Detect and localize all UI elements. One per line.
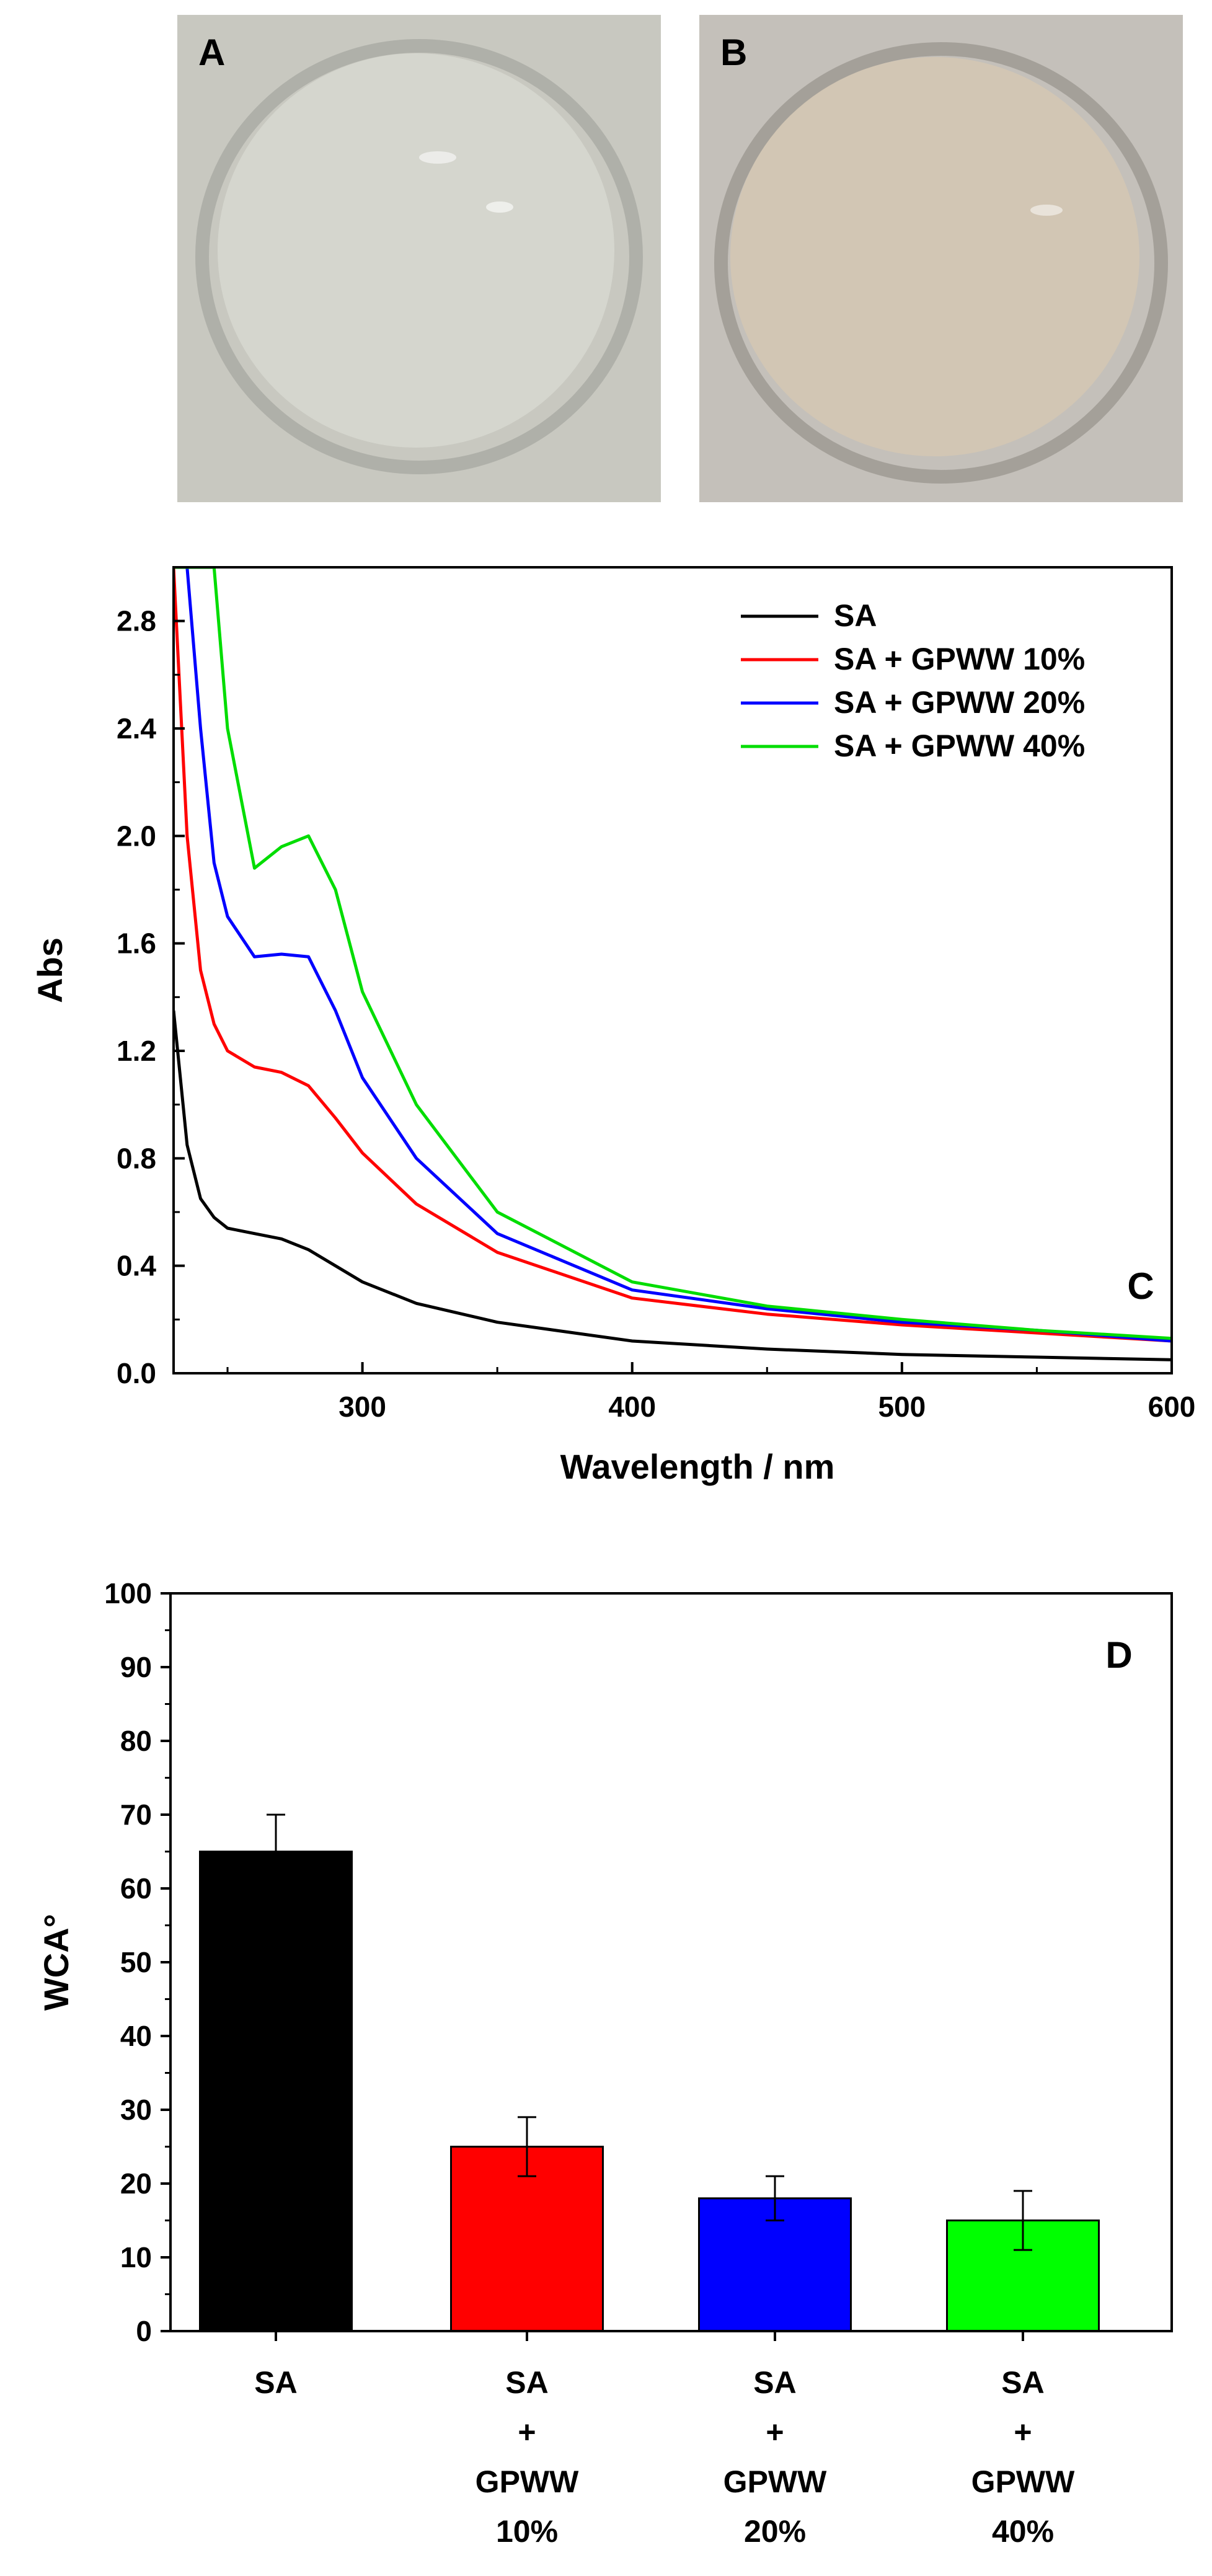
- film-sample: [218, 53, 614, 448]
- y-tick-label: 1.6: [117, 927, 156, 960]
- bar-0: [199, 1851, 353, 2332]
- x-axis-title: Wavelength / nm: [560, 1447, 835, 1486]
- photo-label: A: [198, 32, 226, 73]
- y-tick-label: 100: [104, 1577, 152, 1609]
- y-tick-label: 40: [120, 2020, 152, 2052]
- category-label-line: +: [518, 2415, 536, 2450]
- panel-label-d: D: [1105, 1634, 1132, 1676]
- light-reflection: [486, 201, 513, 213]
- y-tick-label: 10: [120, 2241, 152, 2273]
- y-tick-label: 0.4: [117, 1250, 156, 1282]
- x-tick-label: 500: [878, 1391, 926, 1423]
- series-line-2: [174, 567, 1172, 1343]
- category-label-line: SA: [254, 2365, 297, 2400]
- category-label-line: 10%: [496, 2514, 558, 2549]
- y-tick-label: 0: [136, 2315, 152, 2347]
- petri-dish-rim: [714, 42, 1168, 484]
- plot-frame: [172, 566, 1173, 1374]
- series-line-0: [174, 1010, 1172, 1361]
- panel-label-c: C: [1127, 1265, 1154, 1307]
- uv-vis-chart: 0.0 0.4 0.8 1.2 1.6 2.0 2.4 2.8 300 400 500 600 Wave…: [30, 566, 1196, 1486]
- y-tick-label: 30: [120, 2094, 152, 2126]
- petri-dish-rim: [195, 39, 643, 474]
- x-tick-label: 400: [608, 1391, 656, 1423]
- legend-label-3: SA + GPWW 40%: [834, 728, 1085, 763]
- legend-label-0: SA: [834, 598, 877, 633]
- y-tick-label: 1.2: [117, 1035, 156, 1067]
- y-tick-label: 60: [120, 1872, 152, 1905]
- y-tick-label: 2.0: [117, 820, 156, 852]
- y-tick-label: 20: [120, 2167, 152, 2200]
- category-label-line: GPWW: [476, 2464, 579, 2499]
- film-sample: [730, 57, 1139, 456]
- legend-label-1: SA + GPWW 10%: [834, 642, 1085, 676]
- y-tick-label: 80: [120, 1725, 152, 1757]
- category-label-line: +: [1014, 2415, 1032, 2450]
- category-label-line: +: [766, 2415, 784, 2450]
- legend-label-2: SA + GPWW 20%: [834, 685, 1085, 720]
- wca-bar-chart: 0 10 20 30 40 50 60 70 80 90 100 SA SA + GPWW 10% SA + GPW…: [37, 1577, 1173, 2549]
- y-axis-title: Abs: [30, 937, 69, 1003]
- y-tick-label: 0.0: [117, 1357, 156, 1389]
- category-label-line: SA: [1001, 2365, 1044, 2400]
- series-line-1: [174, 567, 1172, 1343]
- photo-panel-a: A: [177, 15, 661, 502]
- category-label-line: SA: [505, 2365, 548, 2400]
- y-tick-label: 0.8: [117, 1142, 156, 1174]
- light-reflection: [419, 151, 456, 164]
- y-tick-label: 2.4: [117, 712, 156, 745]
- y-tick-label: 90: [120, 1651, 152, 1683]
- y-tick-label: 50: [120, 1946, 152, 1978]
- category-label-line: 20%: [744, 2514, 806, 2549]
- y-tick-label: 70: [120, 1799, 152, 1831]
- category-label-line: 40%: [992, 2514, 1054, 2549]
- x-tick-label: 300: [338, 1391, 386, 1423]
- photo-panel-b: B: [699, 15, 1183, 502]
- photo-label: B: [720, 32, 748, 73]
- category-label-line: GPWW: [971, 2464, 1075, 2499]
- y-tick-label: 2.8: [117, 605, 156, 637]
- x-tick-label: 600: [1148, 1391, 1196, 1423]
- series-line-3: [174, 567, 1172, 1340]
- y-axis-title: WCA°: [37, 1914, 76, 2011]
- light-reflection: [1030, 205, 1063, 216]
- category-label-line: GPWW: [723, 2464, 827, 2499]
- category-label-line: SA: [753, 2365, 796, 2400]
